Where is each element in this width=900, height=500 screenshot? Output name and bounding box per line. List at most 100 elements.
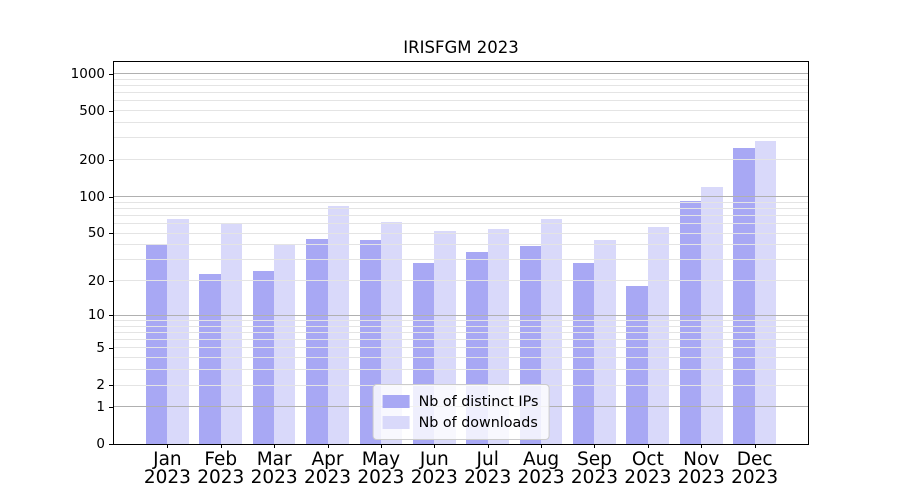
gridline-minor — [114, 280, 808, 282]
gridline-minor — [114, 100, 808, 102]
x-tick-month: Jun — [419, 449, 449, 470]
y-tick-mark — [109, 444, 113, 445]
bar-distinct-ips — [626, 286, 648, 444]
x-tick-month: Jul — [476, 449, 499, 470]
gridline-minor — [114, 137, 808, 139]
gridline-minor — [114, 244, 808, 246]
x-tick-year: 2023 — [517, 467, 565, 488]
y-tick-label: 50 — [87, 225, 105, 242]
y-tick-label: 200 — [79, 151, 105, 168]
x-tick-mark — [380, 444, 382, 448]
gridline-minor — [114, 325, 808, 327]
x-tick-month: Dec — [736, 449, 773, 470]
x-tick-mark — [754, 444, 756, 448]
x-tick-year: 2023 — [464, 467, 512, 488]
y-tick-mark — [109, 73, 113, 75]
x-tick-label: Oct 2023 — [603, 449, 693, 488]
gridline-minor — [114, 369, 808, 371]
x-tick-label: Feb 2023 — [176, 449, 266, 488]
gridline-minor — [114, 159, 808, 161]
gridline-major — [114, 314, 808, 316]
y-tick-label: 1000 — [70, 65, 105, 82]
y-tick-mark — [109, 347, 113, 349]
legend-item-downloads: Nb of downloads — [382, 412, 539, 433]
bar-distinct-ips — [146, 244, 168, 444]
y-tick-label: 1 — [96, 398, 105, 415]
plot-area: Nb of distinct IPs Nb of downloads — [113, 61, 809, 445]
x-tick-label: Mar 2023 — [229, 449, 319, 488]
y-tick-label: 2 — [96, 377, 105, 394]
gridline-minor — [114, 201, 808, 203]
x-tick-mark — [487, 444, 489, 448]
y-tick-label: 20 — [87, 272, 105, 289]
y-tick-mark — [109, 233, 113, 235]
bar-downloads — [274, 244, 296, 444]
legend-label-downloads: Nb of downloads — [418, 414, 538, 431]
bar-downloads — [647, 227, 670, 444]
x-tick-label: Apr 2023 — [283, 449, 373, 488]
bar-downloads — [167, 218, 189, 444]
x-tick-year: 2023 — [357, 467, 405, 488]
y-tick-mark — [109, 110, 113, 112]
y-tick-mark — [109, 196, 113, 198]
x-tick-month: Apr — [311, 449, 344, 470]
x-tick-label: Aug 2023 — [496, 450, 586, 488]
x-tick-label: May 2023 — [336, 449, 426, 488]
x-tick-mark — [167, 444, 169, 448]
y-tick-mark — [109, 159, 113, 161]
x-tick-mark — [647, 444, 649, 448]
gridlines-layer — [114, 62, 808, 444]
x-tick-year: 2023 — [143, 467, 191, 488]
x-tick-year: 2023 — [410, 467, 458, 488]
gridline-minor — [114, 214, 808, 216]
x-tick-year: 2023 — [250, 467, 298, 488]
gridline-minor — [114, 232, 808, 234]
gridline-minor — [114, 331, 808, 333]
gridline-minor — [114, 357, 808, 359]
x-tick-label: Dec 2023 — [710, 449, 800, 488]
bar-distinct-ips — [573, 263, 595, 444]
x-tick-label: Jun 2023 — [389, 449, 479, 488]
y-tick-label: 5 — [96, 339, 105, 356]
x-tick-month: Jan — [153, 449, 182, 470]
x-tick-year: 2023 — [731, 467, 779, 488]
x-tick-month: Oct — [631, 449, 664, 470]
x-tick-year: 2023 — [677, 467, 725, 488]
x-tick-year: 2023 — [197, 467, 245, 488]
x-tick-mark — [701, 444, 703, 448]
gridline-minor — [114, 339, 808, 341]
x-tick-month: Mar — [256, 449, 292, 470]
x-tick-mark — [220, 444, 222, 448]
gridline-minor — [114, 110, 808, 112]
y-tick-label: 0 — [96, 436, 105, 452]
x-tick-label: Jan 2023 — [122, 449, 212, 488]
x-tick-year: 2023 — [624, 467, 672, 488]
x-tick-label: Jul 2023 — [443, 449, 533, 488]
y-tick-mark — [109, 315, 113, 317]
x-tick-month: Feb — [204, 449, 238, 470]
x-tick-month: Nov — [683, 449, 720, 470]
chart-title: IRISFGM 2023 — [403, 38, 519, 57]
bar-distinct-ips — [679, 200, 702, 444]
x-tick-month: Sep — [577, 449, 612, 470]
x-tick-mark — [327, 444, 329, 448]
bar-downloads — [594, 239, 616, 444]
x-tick-year: 2023 — [303, 467, 352, 488]
legend: Nb of distinct IPs Nb of downloads — [372, 384, 550, 440]
y-tick-label: 100 — [79, 188, 105, 205]
y-tick-mark — [109, 406, 113, 408]
gridline-minor — [114, 122, 808, 124]
x-tick-month: May — [361, 449, 401, 470]
legend-item-distinct-ips: Nb of distinct IPs — [382, 391, 539, 412]
x-tick-mark — [594, 444, 596, 448]
bar-downloads — [754, 141, 776, 444]
x-tick-label: Sep 2023 — [549, 449, 639, 487]
gridline-minor — [114, 259, 808, 261]
gridline-minor — [114, 78, 808, 80]
x-tick-label: Nov 2023 — [656, 449, 746, 488]
legend-label-distinct-ips: Nb of distinct IPs — [418, 393, 539, 410]
bar-distinct-ips — [306, 238, 328, 444]
y-tick-mark — [109, 385, 113, 387]
gridline-minor — [114, 347, 808, 349]
